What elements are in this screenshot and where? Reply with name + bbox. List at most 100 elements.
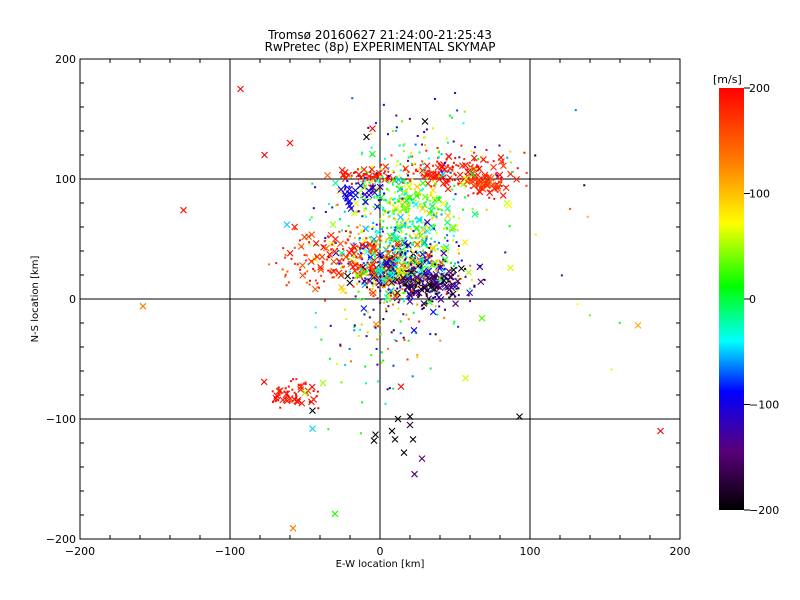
- velocity-dot: [330, 248, 333, 251]
- velocity-dot: [438, 283, 441, 286]
- velocity-cross: [335, 269, 343, 277]
- velocity-dot: [406, 244, 409, 247]
- velocity-dot: [367, 274, 370, 277]
- velocity-dot: [374, 230, 377, 233]
- velocity-cross: [304, 387, 312, 395]
- velocity-dot: [384, 307, 387, 310]
- velocity-dot: [365, 176, 368, 179]
- velocity-dot: [360, 230, 363, 233]
- velocity-dot: [454, 193, 457, 196]
- velocity-dot: [279, 406, 282, 409]
- velocity-dot: [420, 189, 423, 192]
- velocity-dot: [407, 274, 410, 277]
- velocity-dot: [437, 156, 440, 159]
- velocity-dot: [453, 320, 456, 323]
- velocity-dot: [308, 400, 311, 403]
- velocity-dot: [365, 237, 368, 240]
- velocity-dot: [323, 280, 326, 283]
- velocity-dot: [399, 169, 402, 172]
- velocity-dot: [408, 277, 411, 280]
- velocity-dot: [383, 172, 386, 175]
- velocity-dot: [437, 208, 440, 211]
- velocity-dot: [378, 264, 381, 267]
- velocity-cross: [392, 292, 399, 300]
- velocity-dot: [369, 291, 372, 294]
- velocity-cross: [429, 308, 437, 316]
- velocity-dot: [439, 265, 442, 268]
- velocity-cross: [438, 162, 446, 170]
- velocity-dot: [453, 179, 456, 182]
- velocity-dot: [407, 263, 410, 266]
- velocity-dot: [423, 136, 426, 139]
- velocity-dot: [396, 274, 399, 277]
- velocity-dot: [392, 208, 395, 211]
- velocity-dot: [391, 183, 394, 186]
- velocity-dot: [391, 239, 394, 242]
- velocity-dot: [430, 185, 433, 188]
- velocity-dot: [387, 189, 390, 192]
- velocity-dot: [414, 143, 417, 146]
- velocity-dot: [409, 275, 412, 278]
- velocity-dot: [362, 244, 365, 247]
- velocity-dot: [371, 185, 374, 188]
- velocity-dot: [485, 208, 488, 211]
- velocity-dot: [468, 161, 471, 164]
- velocity-dot: [429, 283, 432, 286]
- velocity-dot: [471, 174, 474, 177]
- velocity-cross: [440, 249, 448, 257]
- velocity-cross: [324, 172, 331, 179]
- velocity-dot: [363, 249, 366, 252]
- velocity-dot: [401, 204, 404, 207]
- velocity-dot: [414, 262, 417, 265]
- velocity-dot: [342, 252, 345, 255]
- velocity-dot: [402, 336, 405, 339]
- velocity-dot: [344, 184, 347, 187]
- velocity-cross: [444, 212, 452, 219]
- velocity-dot: [331, 243, 334, 246]
- velocity-dot: [399, 254, 402, 257]
- velocity-dot: [407, 159, 410, 162]
- velocity-dot: [362, 262, 365, 265]
- velocity-dot: [405, 172, 408, 175]
- velocity-dot: [348, 235, 351, 238]
- velocity-dot: [359, 247, 362, 250]
- velocity-dot: [470, 150, 473, 153]
- velocity-dot: [401, 188, 404, 191]
- velocity-cross: [498, 158, 505, 165]
- velocity-dot: [360, 323, 363, 326]
- velocity-dot: [451, 239, 454, 242]
- velocity-cross: [513, 175, 521, 183]
- velocity-dot: [397, 301, 400, 304]
- velocity-dot: [560, 274, 563, 277]
- velocity-dot: [438, 275, 441, 278]
- velocity-dot: [345, 230, 348, 233]
- velocity-dot: [438, 291, 441, 294]
- velocity-dot: [409, 155, 412, 158]
- velocity-dot: [310, 216, 313, 219]
- velocity-dot: [390, 239, 393, 242]
- velocity-dot: [332, 276, 335, 279]
- velocity-cross: [442, 243, 450, 251]
- velocity-dot: [410, 199, 413, 202]
- velocity-cross: [317, 263, 324, 271]
- velocity-dot: [328, 357, 331, 360]
- velocity-dot: [372, 221, 375, 224]
- velocity-dot: [457, 325, 460, 328]
- velocity-dot: [407, 210, 410, 213]
- velocity-dot: [387, 288, 390, 291]
- velocity-dot: [366, 331, 369, 334]
- velocity-dot: [427, 262, 430, 265]
- velocity-cross: [434, 164, 442, 171]
- velocity-dot: [455, 277, 458, 280]
- velocity-dot: [496, 174, 499, 177]
- velocity-dot: [435, 215, 438, 218]
- velocity-dot: [425, 177, 428, 180]
- velocity-dot: [281, 268, 284, 271]
- velocity-dot: [363, 214, 366, 217]
- velocity-dot: [485, 148, 488, 151]
- velocity-dot: [412, 172, 415, 175]
- velocity-dot: [355, 261, 358, 264]
- velocity-dot: [384, 284, 387, 287]
- velocity-cross: [374, 203, 381, 211]
- scatter-points: [139, 85, 664, 532]
